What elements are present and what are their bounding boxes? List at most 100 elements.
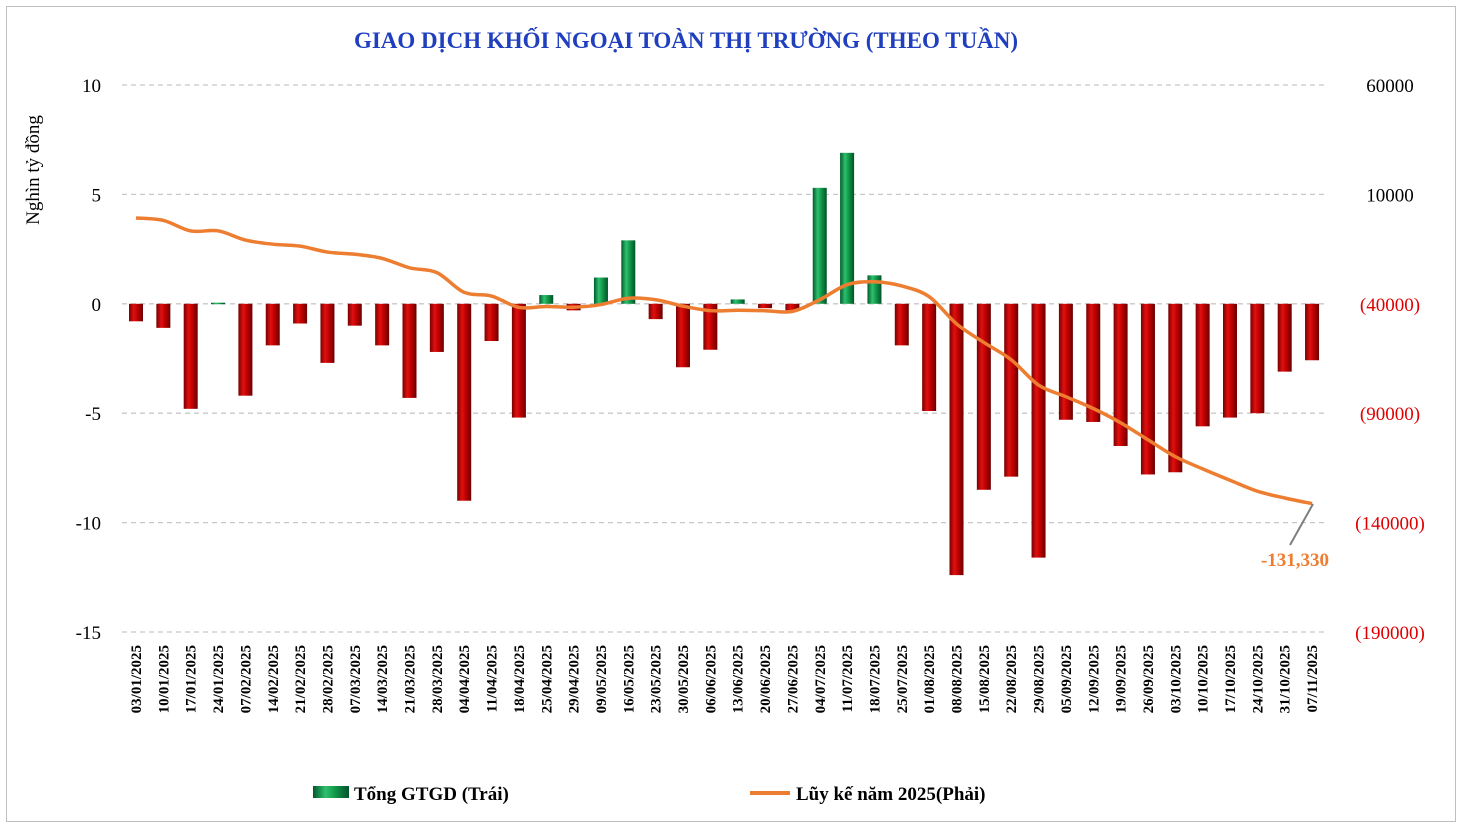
bar-14/02/2025 [265, 303, 280, 346]
x-tick-label: 03/01/2025 [129, 645, 145, 713]
left-tick-label: 5 [92, 185, 102, 206]
x-tick-label: 01/08/2025 [922, 645, 938, 713]
annotation-leader-line [1289, 503, 1314, 546]
right-tick-label: (190000) [1355, 623, 1425, 644]
right-tick-label: (90000) [1360, 404, 1420, 425]
x-tick-label: 28/03/2025 [430, 645, 446, 713]
x-tick-label: 20/06/2025 [758, 645, 774, 713]
x-tick-label: 22/08/2025 [1004, 645, 1020, 713]
right-tick-label: (40000) [1360, 295, 1420, 316]
left-tick-label: 10 [82, 76, 101, 97]
chart-frame [6, 6, 1456, 822]
bar-25/04/2025 [539, 295, 554, 304]
bar-28/03/2025 [429, 303, 444, 352]
bar-30/05/2025 [676, 303, 690, 368]
final-value-annotation: -131,330 [1261, 550, 1329, 571]
x-tick-label: 09/05/2025 [594, 645, 610, 713]
bar-26/09/2025 [1140, 303, 1155, 475]
x-tick-label: 15/08/2025 [977, 645, 993, 713]
bar-04/04/2025 [457, 303, 472, 501]
bar-17/10/2025 [1223, 303, 1237, 418]
x-tick-label: 04/07/2025 [813, 645, 829, 713]
bar-15/08/2025 [976, 303, 991, 490]
bar-07/02/2025 [238, 303, 253, 396]
bar-01/08/2025 [922, 303, 937, 412]
chart-title: GIAO DỊCH KHỐI NGOẠI TOÀN THỊ TRƯỜNG (TH… [354, 27, 1018, 53]
x-tick-label: 21/02/2025 [293, 645, 309, 713]
left-tick-label: -15 [76, 623, 101, 644]
x-tick-label: 13/06/2025 [731, 645, 747, 713]
bar-10/10/2025 [1195, 303, 1210, 427]
x-tick-label: 26/09/2025 [1141, 645, 1157, 713]
x-tick-label: 19/09/2025 [1114, 645, 1130, 713]
bar-04/07/2025 [812, 187, 827, 304]
x-tick-label: 25/07/2025 [895, 645, 911, 713]
right-tick-label: 10000 [1366, 185, 1414, 206]
bar-13/06/2025 [730, 299, 745, 304]
x-tick-label: 08/08/2025 [950, 645, 966, 713]
bar-14/03/2025 [375, 303, 390, 346]
bar-09/05/2025 [593, 277, 608, 304]
bar-23/05/2025 [648, 303, 663, 320]
x-tick-label: 14/02/2025 [266, 645, 282, 713]
bar-18/07/2025 [867, 275, 882, 304]
bar-16/05/2025 [621, 240, 636, 304]
y-axis-title: Nghìn tỷ đồng [23, 115, 44, 225]
x-tick-label: 07/11/2025 [1305, 645, 1321, 713]
x-tick-label: 17/10/2025 [1223, 645, 1239, 713]
x-tick-label: 18/07/2025 [867, 645, 883, 713]
bar-18/04/2025 [511, 303, 526, 418]
x-tick-label: 23/05/2025 [649, 645, 665, 713]
left-tick-label: 0 [92, 295, 102, 316]
bar-06/06/2025 [703, 303, 718, 350]
bar-17/01/2025 [183, 303, 198, 409]
bar-07/03/2025 [347, 303, 362, 326]
bar-24/01/2025 [211, 302, 226, 305]
bar-05/09/2025 [1058, 303, 1073, 420]
x-tick-label: 03/10/2025 [1168, 645, 1184, 713]
x-tick-label: 12/09/2025 [1086, 645, 1102, 713]
x-tick-label: 07/03/2025 [348, 645, 364, 713]
x-tick-label: 18/04/2025 [512, 645, 528, 713]
x-tick-label: 31/10/2025 [1278, 645, 1294, 713]
cumulative-line [135, 216, 1313, 506]
x-tick-label: 14/03/2025 [375, 645, 391, 713]
bar-21/03/2025 [402, 303, 417, 398]
x-tick-label: 27/06/2025 [785, 645, 801, 713]
x-tick-label: 24/10/2025 [1250, 645, 1266, 713]
bar-10/01/2025 [156, 303, 171, 328]
bar-21/02/2025 [293, 303, 308, 324]
bar-07/11/2025 [1305, 303, 1320, 361]
x-tick-label: 21/03/2025 [403, 645, 419, 713]
x-tick-label: 04/04/2025 [457, 645, 473, 713]
x-tick-label: 29/04/2025 [567, 645, 583, 713]
x-tick-label: 07/02/2025 [238, 645, 254, 713]
bar-25/07/2025 [894, 303, 909, 346]
bar-27/06/2025 [785, 303, 800, 311]
bar-19/09/2025 [1113, 303, 1128, 447]
x-tick-label: 30/05/2025 [676, 645, 692, 713]
x-tick-label: 11/07/2025 [840, 645, 856, 713]
x-tick-label: 10/01/2025 [156, 645, 172, 713]
left-tick-label: -10 [76, 514, 101, 535]
bar-03/01/2025 [129, 303, 143, 322]
x-tick-label: 17/01/2025 [184, 645, 200, 713]
right-tick-label: (140000) [1355, 514, 1425, 535]
right-tick-label: 60000 [1366, 76, 1414, 97]
bar-12/09/2025 [1086, 303, 1101, 422]
x-tick-label: 11/04/2025 [485, 645, 501, 713]
bar-08/08/2025 [949, 303, 964, 576]
bar-11/04/2025 [484, 303, 499, 341]
left-tick-label: -5 [85, 404, 101, 425]
x-tick-label: 05/09/2025 [1059, 645, 1075, 713]
legend-bar-label: Tổng GTGD (Trái) [354, 784, 509, 805]
bar-28/02/2025 [320, 303, 335, 363]
bar-31/10/2025 [1277, 303, 1292, 372]
bar-03/10/2025 [1168, 303, 1183, 473]
x-tick-label: 06/06/2025 [703, 645, 719, 713]
x-tick-label: 24/01/2025 [211, 645, 227, 713]
bar-11/07/2025 [840, 152, 855, 304]
x-tick-label: 10/10/2025 [1196, 645, 1212, 713]
x-tick-label: 16/05/2025 [621, 645, 637, 713]
